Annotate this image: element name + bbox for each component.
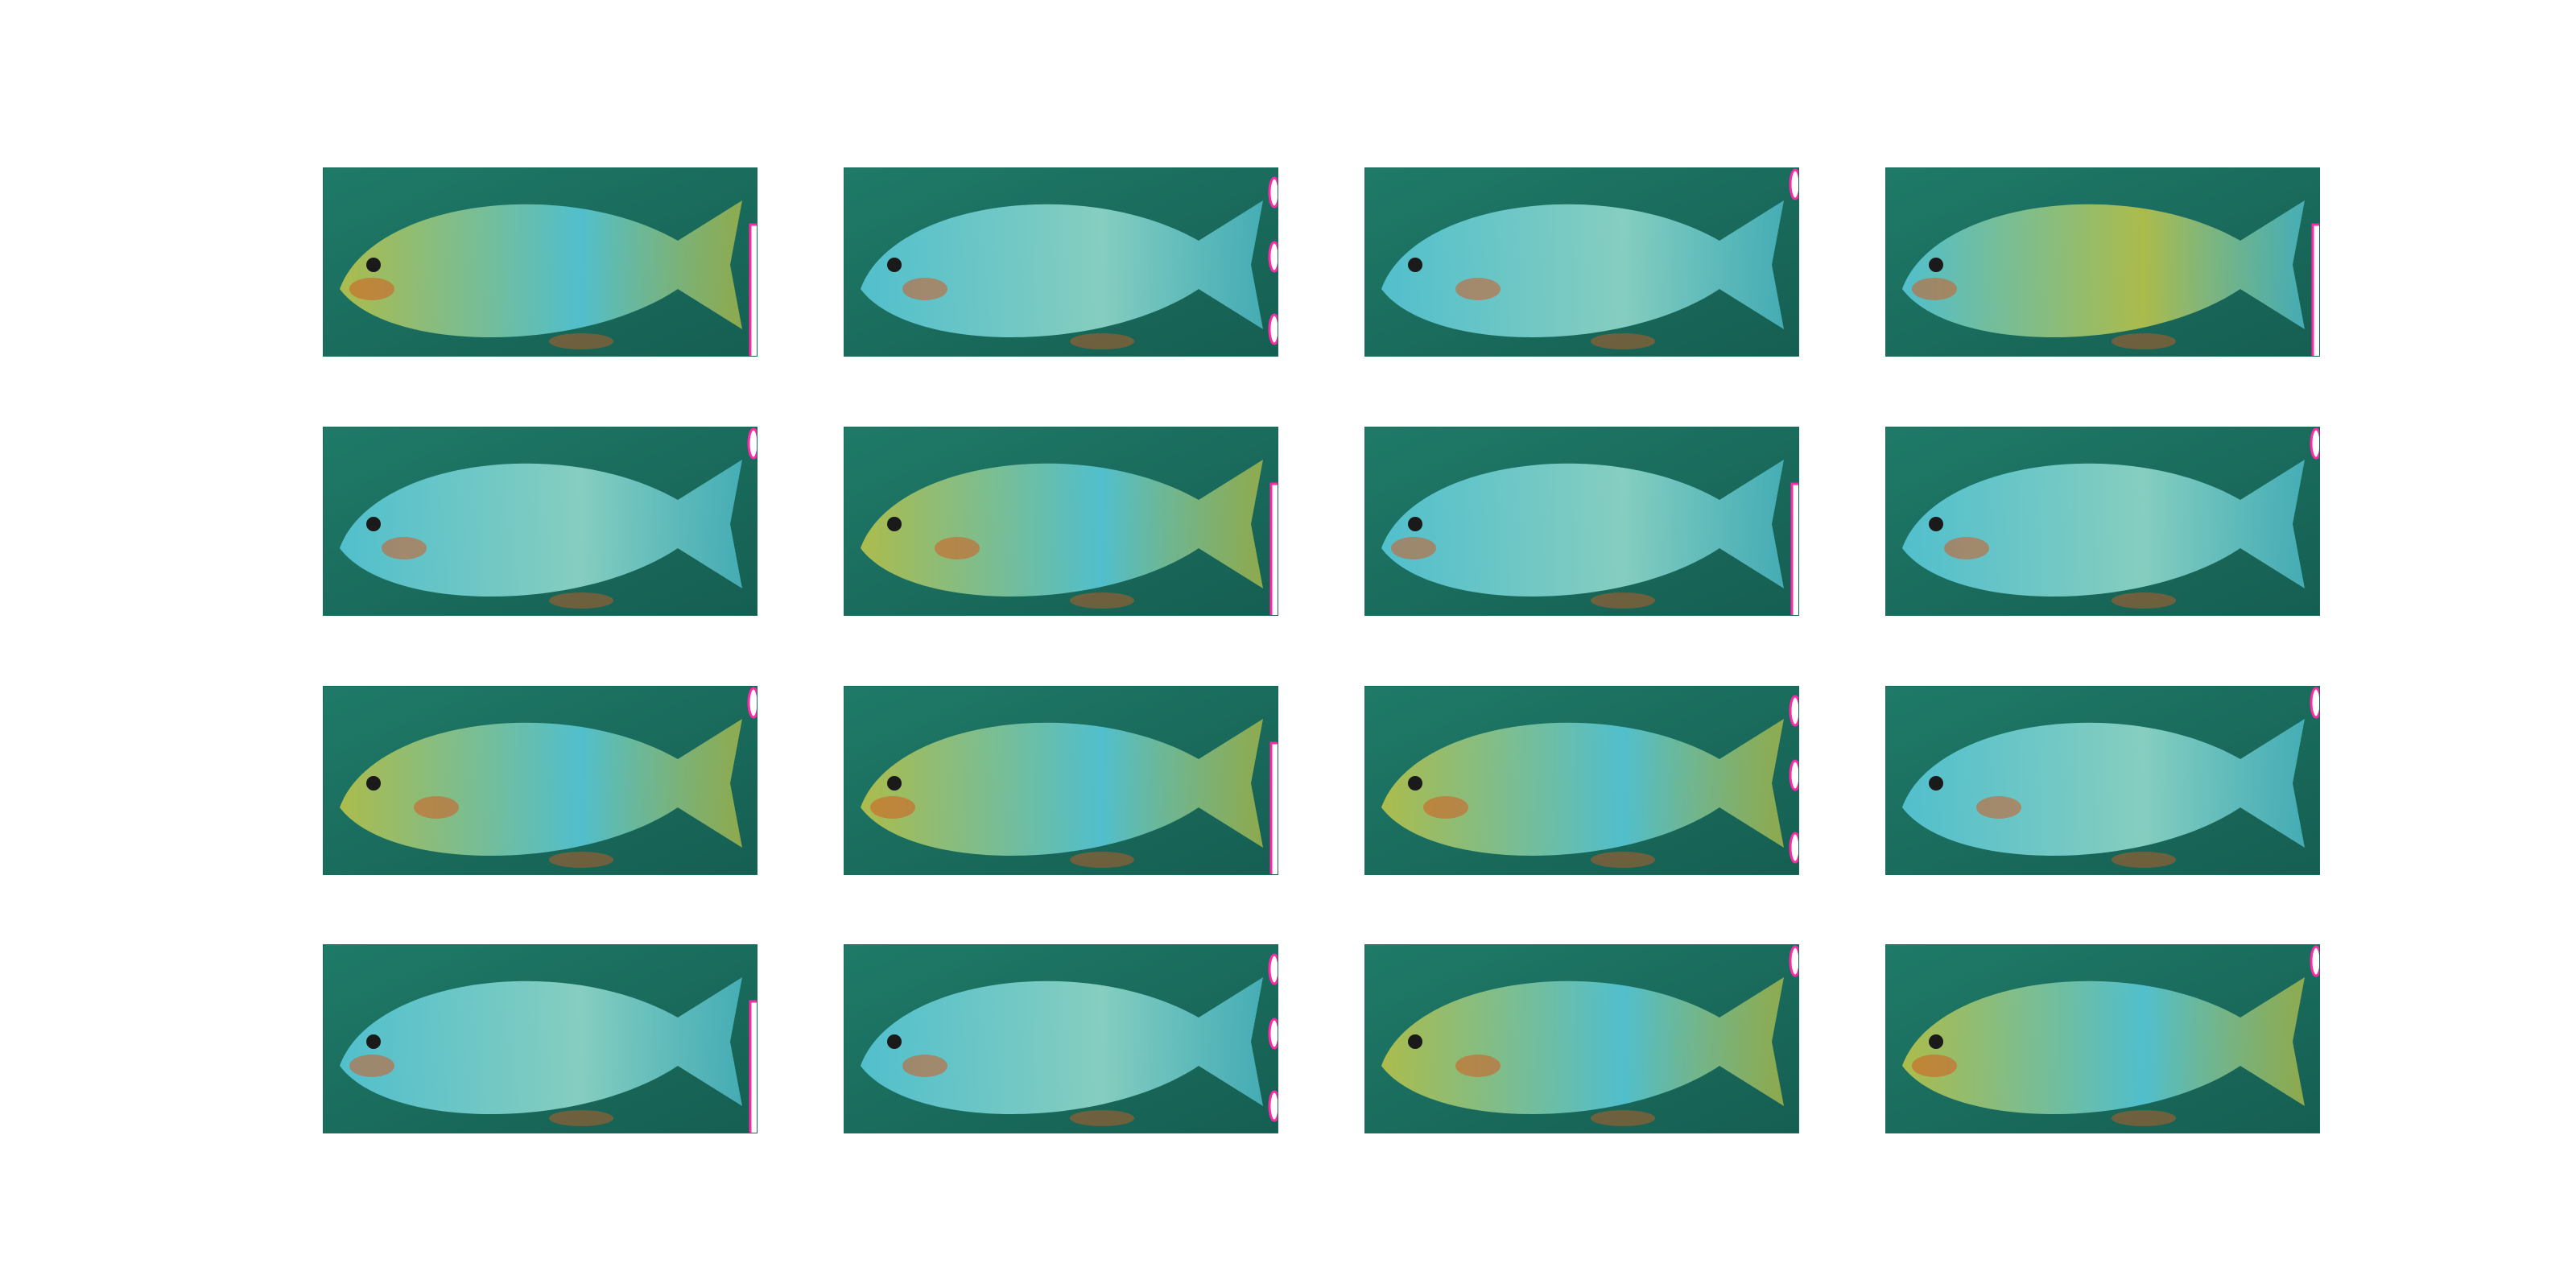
fish-tile-r1c4 xyxy=(1885,167,2320,357)
fish-eye xyxy=(887,776,902,791)
fish-image xyxy=(324,945,757,1133)
fish-body xyxy=(861,200,1263,337)
fish-eye xyxy=(366,258,381,272)
fish-image xyxy=(844,687,1278,874)
fish-tile-r3c3 xyxy=(1364,686,1799,875)
edge-marker xyxy=(2311,223,2319,356)
fish-body xyxy=(861,460,1263,597)
fish-image xyxy=(1886,168,2319,356)
fish-eye xyxy=(1929,776,1943,791)
fish-accent xyxy=(1455,1055,1501,1077)
fish-image xyxy=(324,168,757,356)
fish-accent xyxy=(349,1055,394,1077)
fish-tile-r4c2 xyxy=(844,944,1278,1133)
fish-body xyxy=(1381,719,1784,856)
edge-marker xyxy=(2310,945,2319,977)
fish-accent xyxy=(1912,1055,1957,1077)
edge-marker xyxy=(2310,427,2319,460)
fish-accent xyxy=(349,278,394,300)
fish-tile-r3c1 xyxy=(323,686,758,875)
fish-body xyxy=(1381,460,1784,597)
fish-accent xyxy=(1944,537,1989,559)
fish-image xyxy=(844,427,1278,615)
edge-marker xyxy=(747,427,757,460)
fish-accent xyxy=(1391,537,1436,559)
edge-marker xyxy=(1268,176,1278,345)
fish-image xyxy=(844,168,1278,356)
fish-accent xyxy=(1912,278,1957,300)
fish-tile-r2c3 xyxy=(1364,427,1799,616)
edge-marker xyxy=(1269,482,1278,615)
edge-marker xyxy=(1789,695,1798,864)
fish-tile-r2c4 xyxy=(1885,427,2320,616)
fish-image xyxy=(1365,168,1798,356)
fish-image xyxy=(1886,945,2319,1133)
fish-accent xyxy=(382,537,427,559)
fish-image xyxy=(1365,687,1798,874)
edge-marker xyxy=(1790,482,1798,615)
fish-tile-r1c2 xyxy=(844,167,1278,357)
edge-marker xyxy=(1789,168,1798,200)
edge-marker xyxy=(1269,741,1278,874)
fish-accent xyxy=(1976,796,2021,819)
fish-tile-r2c2 xyxy=(844,427,1278,616)
fish-eye xyxy=(1408,1034,1422,1049)
fish-eye xyxy=(1929,1034,1943,1049)
fish-image xyxy=(1365,427,1798,615)
fish-body xyxy=(861,719,1263,856)
fish-tile-r3c2 xyxy=(844,686,1278,875)
fish-tile-r1c3 xyxy=(1364,167,1799,357)
fish-body xyxy=(1902,977,2305,1114)
fish-body xyxy=(340,977,742,1114)
fish-eye xyxy=(366,1034,381,1049)
edge-marker xyxy=(2310,687,2319,719)
fish-tile-r4c4 xyxy=(1885,944,2320,1133)
edge-marker xyxy=(1268,953,1278,1122)
fish-eye xyxy=(1408,776,1422,791)
fish-image xyxy=(1365,945,1798,1133)
fish-tile-r4c3 xyxy=(1364,944,1799,1133)
fish-body xyxy=(1381,200,1784,337)
fish-accent xyxy=(414,796,459,819)
fish-body xyxy=(1381,977,1784,1114)
fish-body xyxy=(861,977,1263,1114)
edge-marker xyxy=(749,223,757,356)
fish-accent xyxy=(902,1055,947,1077)
fish-body xyxy=(1902,460,2305,597)
fish-accent xyxy=(902,278,947,300)
fish-tile-r1c1 xyxy=(323,167,758,357)
fish-eye xyxy=(366,517,381,531)
fish-tile-r3c4 xyxy=(1885,686,2320,875)
fish-body xyxy=(1902,719,2305,856)
fish-body xyxy=(1902,200,2305,337)
fish-eye xyxy=(887,517,902,531)
fish-accent xyxy=(1455,278,1501,300)
fish-image xyxy=(844,945,1278,1133)
fish-eye xyxy=(1408,517,1422,531)
fish-body xyxy=(340,460,742,597)
fish-image xyxy=(324,687,757,874)
fish-tile-r4c1 xyxy=(323,944,758,1133)
fish-body xyxy=(340,719,742,856)
fish-body xyxy=(340,200,742,337)
fish-eye xyxy=(1929,258,1943,272)
edge-marker xyxy=(749,1000,757,1133)
fish-accent xyxy=(870,796,915,819)
fish-eye xyxy=(366,776,381,791)
fish-tile-r2c1 xyxy=(323,427,758,616)
edge-marker xyxy=(747,687,757,719)
fish-accent xyxy=(1423,796,1468,819)
fish-image xyxy=(324,427,757,615)
fish-image xyxy=(1886,687,2319,874)
fish-eye xyxy=(1408,258,1422,272)
edge-marker xyxy=(1789,945,1798,977)
fish-image xyxy=(1886,427,2319,615)
fish-accent xyxy=(935,537,980,559)
fish-eye xyxy=(887,1034,902,1049)
fish-eye xyxy=(1929,517,1943,531)
fish-eye xyxy=(887,258,902,272)
